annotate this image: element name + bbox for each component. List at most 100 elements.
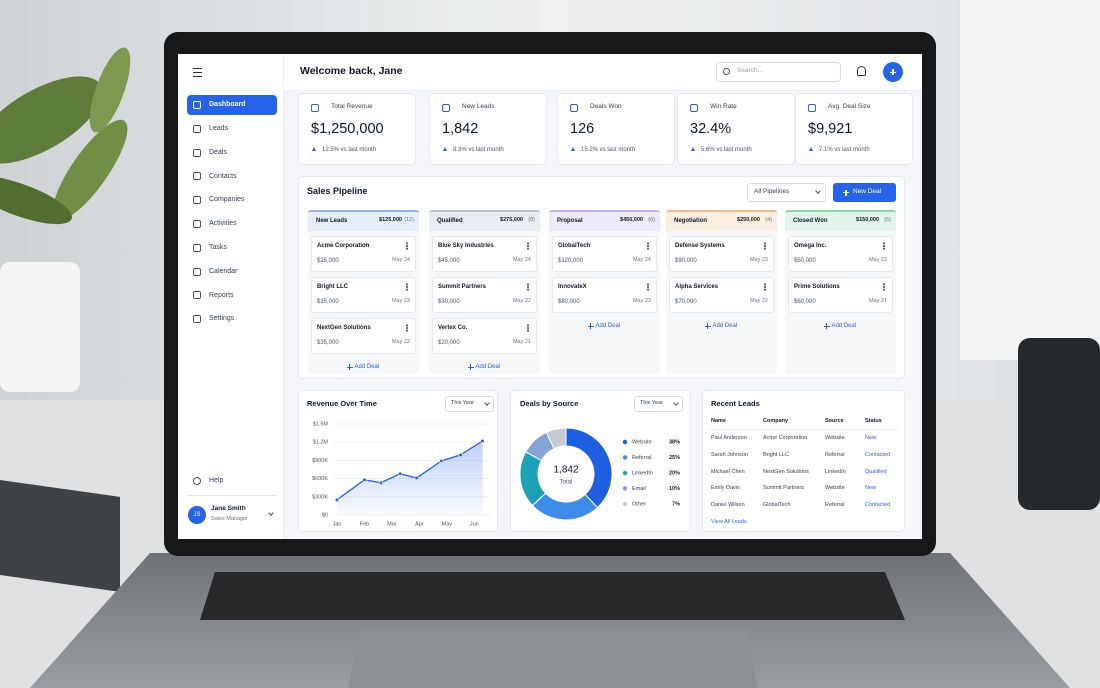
kpi-label: New Leads [462,103,495,111]
nav-item[interactable]: Reports [209,291,234,299]
deal-date: May 24 [512,256,531,263]
nav-item[interactable]: Help [209,477,224,485]
deal-card[interactable] [311,236,416,272]
kebab-menu[interactable] [406,327,408,329]
nav-item[interactable]: Companies [209,196,245,204]
nav-item[interactable]: Leads [209,124,229,132]
kebab-menu[interactable] [764,286,766,288]
status: Contacted [865,451,891,458]
deal-name: InnovateX [558,283,587,290]
stage-count: (5) [884,216,891,223]
deal-card[interactable] [669,277,774,313]
kebab-menu[interactable] [406,286,408,288]
add-deal[interactable]: Add Deal [595,322,621,329]
filter-label: This Year [451,399,474,406]
deal-amount: $60,000 [794,298,816,305]
add-deal[interactable]: Add Deal [712,322,738,329]
table-cell: Bright LLC [763,451,789,458]
table-cell: Sarah Johnson [711,451,748,458]
nav-item[interactable]: Settings [209,315,235,323]
kebab-menu[interactable] [527,286,529,288]
menu-icon[interactable] [193,68,202,70]
stage-name: Qualified [437,217,463,224]
icon [442,104,450,112]
dashboard-screen: Dashboard Leads Deals Contacts Companies Acti… [178,54,922,539]
nav-item[interactable]: Deals [209,148,227,156]
add-deal[interactable]: Add Deal [831,322,857,329]
deal-amount: $25,000 [317,257,339,264]
deal-amount: $120,000 [558,257,584,264]
kpi-card [557,93,675,165]
nav-item[interactable]: Contacts [209,172,237,180]
stage-name: Closed Won [793,217,828,224]
kebab-menu[interactable] [883,245,885,247]
avatar-initials: JS [193,512,201,518]
chart-filter[interactable] [445,396,494,412]
kebab-menu[interactable] [527,245,529,247]
nav-item[interactable]: Activities [209,220,237,228]
deal-date: May 23 [749,256,768,263]
icon [193,315,201,324]
deal-card[interactable] [552,277,657,313]
card-title: Deals by Source [520,398,579,408]
kebab-menu[interactable] [647,245,649,247]
deal-card[interactable] [669,236,774,272]
status: New [865,434,877,441]
stage-count: (8) [528,216,535,223]
deal-card[interactable] [311,277,416,313]
new-deal-button[interactable] [833,183,896,202]
deal-amount: $90,000 [675,257,697,264]
plus-icon [469,364,472,370]
kpi-change: 8.3% vs last month [453,146,504,153]
deal-date: May 23 [868,256,887,263]
stage-name: Negotiation [674,217,707,224]
nav-item[interactable]: Calendar [209,267,238,275]
deal-date: May 21 [868,297,887,304]
stage-count: (4) [765,216,772,223]
bell-icon[interactable] [857,66,866,76]
plus-icon [348,364,351,370]
stage-name: Proposal [557,217,583,224]
stage-header [308,210,419,231]
deal-date: May 22 [391,338,410,345]
menu-icon[interactable] [193,72,202,74]
deal-card[interactable] [788,236,893,272]
deal-card[interactable] [788,277,893,313]
deal-card[interactable] [432,318,537,354]
nav-item[interactable]: Tasks [209,243,227,251]
kebab-menu[interactable] [883,286,885,288]
menu-icon[interactable] [193,76,202,78]
deal-date: May 23 [391,297,410,304]
status: Qualified [865,468,887,475]
stage-total: $125,000 [379,216,402,223]
nav-item[interactable]: Dashboard [209,101,246,109]
add-deal[interactable]: Add Deal [475,363,501,370]
icon [193,148,201,157]
deal-date: May 24 [632,256,651,263]
add-deal[interactable]: Add Deal [354,363,380,370]
table-cell: Emily Davis [711,485,740,492]
icon [193,220,201,228]
kpi-label: Total Revenue [331,103,373,111]
view-all-link[interactable]: View All Leads [711,518,747,525]
kebab-menu[interactable] [527,327,529,329]
deal-card[interactable] [552,236,657,272]
pipeline-filter[interactable] [747,183,826,202]
icon [690,104,698,112]
kebab-menu[interactable] [764,245,766,247]
deal-date: May 23 [632,297,651,304]
kebab-menu[interactable] [406,245,408,247]
deal-card[interactable] [432,236,537,272]
plus-icon [825,323,828,329]
section-title: Sales Pipeline [307,186,368,197]
nav-active[interactable] [187,95,277,115]
kebab-menu[interactable] [647,286,649,288]
deal-card[interactable] [311,318,416,354]
table-cell: Michael Chen [711,468,745,475]
search-box[interactable] [716,62,841,82]
table-header: Name [711,417,726,424]
deal-card[interactable] [432,277,537,313]
plant-pot [0,262,80,392]
chart-filter[interactable] [634,396,683,412]
icon [193,477,201,485]
